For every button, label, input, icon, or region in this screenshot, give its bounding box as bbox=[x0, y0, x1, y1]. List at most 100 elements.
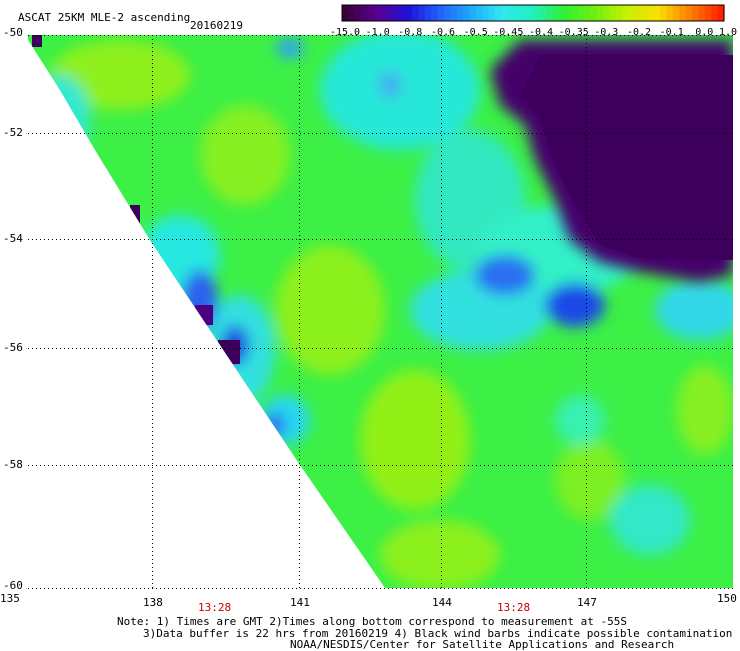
colorbar-label: -0.3 bbox=[594, 27, 618, 38]
colorbar-cell bbox=[603, 5, 610, 21]
colorbar-cell bbox=[482, 5, 490, 21]
colorbar-cell bbox=[513, 5, 521, 21]
colorbar-label: -0.45 bbox=[493, 27, 523, 38]
colorbar-label: -0.2 bbox=[627, 27, 651, 38]
colorbar-label: -0.8 bbox=[398, 27, 422, 38]
lat-label: -52 bbox=[3, 126, 23, 139]
time-label: 13:28 bbox=[198, 601, 232, 614]
colorbar: -15.0 -1.0 -0.8 -0.6 -0.5 -0.45 -0.4 -0.35 -0.3-… bbox=[330, 4, 737, 38]
colorbar-label: -0.5 bbox=[464, 27, 488, 38]
colorbar-label: -0.1 bbox=[660, 27, 684, 38]
colorbar-cell bbox=[348, 5, 356, 21]
colorbar-cell bbox=[609, 5, 617, 21]
colorbar-cell bbox=[685, 5, 693, 21]
colorbar-cell bbox=[641, 5, 649, 21]
colorbar-cell bbox=[367, 5, 375, 21]
lat-label: -56 bbox=[3, 341, 23, 354]
colorbar-cell bbox=[622, 5, 630, 21]
footer-credit: NOAA/NESDIS/Center for Satellite Applica… bbox=[290, 638, 675, 651]
colorbar-cell bbox=[437, 5, 445, 21]
footer-note-2: 3)Data buffer is 22 hrs from 20160219 4)… bbox=[143, 627, 733, 640]
colorbar-labels: -15.0 -1.0 -0.8 -0.6 -0.5 -0.45 -0.4 -0.35 -0.3-… bbox=[330, 27, 737, 38]
colorbar-cell bbox=[431, 5, 439, 21]
colorbar-cell bbox=[571, 5, 579, 21]
colorbar-cell bbox=[469, 5, 477, 21]
gridlines bbox=[28, 35, 733, 589]
footer-note-1: Note: 1) Times are GMT 2)Times along bot… bbox=[117, 615, 627, 628]
colorbar-cell bbox=[558, 5, 566, 21]
colorbar-cell bbox=[494, 5, 502, 21]
colorbar-cell bbox=[577, 5, 585, 21]
lat-label: -60 bbox=[3, 579, 23, 592]
lon-label: 144 bbox=[432, 596, 452, 609]
colorbar-cell bbox=[634, 5, 642, 21]
lat-label: -50 bbox=[3, 26, 23, 39]
product-date: 20160219 bbox=[190, 19, 243, 32]
colorbar-cell bbox=[342, 5, 349, 21]
colorbar-cell bbox=[583, 5, 591, 21]
low-value-core bbox=[520, 55, 733, 260]
edge-patch-2 bbox=[195, 305, 213, 325]
colorbar-cells bbox=[341, 4, 725, 22]
colorbar-cell bbox=[475, 5, 483, 21]
colorbar-label: -1.0 bbox=[366, 27, 390, 38]
colorbar-cell bbox=[443, 5, 451, 21]
time-label: 13:28 bbox=[497, 601, 531, 614]
colorbar-cell bbox=[501, 5, 509, 21]
colorbar-cell bbox=[717, 5, 725, 21]
colorbar-cell bbox=[653, 5, 661, 21]
colorbar-cell bbox=[392, 5, 400, 21]
colorbar-cell bbox=[520, 5, 528, 21]
colorbar-label: -0.6 bbox=[431, 27, 455, 38]
colorbar-cell bbox=[354, 5, 362, 21]
edge-patch-1 bbox=[218, 340, 240, 364]
colorbar-cell bbox=[564, 5, 572, 21]
colorbar-cell bbox=[507, 5, 515, 21]
colorbar-cell bbox=[456, 5, 464, 21]
colorbar-cell bbox=[462, 5, 470, 21]
colorbar-cell bbox=[647, 5, 655, 21]
colorbar-cell bbox=[361, 5, 369, 21]
colorbar-cell bbox=[526, 5, 534, 21]
lon-label: 150 bbox=[717, 592, 737, 605]
lat-label: -58 bbox=[3, 458, 23, 471]
colorbar-cell bbox=[698, 5, 706, 21]
edge-patch-4 bbox=[32, 35, 42, 47]
colorbar-cell bbox=[399, 5, 407, 21]
colorbar-cell bbox=[450, 5, 458, 21]
colorbar-label: -0.35 bbox=[559, 27, 589, 38]
colorbar-cell bbox=[533, 5, 540, 21]
wind-field bbox=[28, 35, 733, 588]
lat-label: -54 bbox=[3, 232, 23, 245]
colorbar-cell bbox=[673, 5, 681, 21]
colorbar-label: -0.4 bbox=[529, 27, 553, 38]
colorbar-cell bbox=[711, 5, 719, 21]
colorbar-cell bbox=[412, 5, 419, 21]
colorbar-cell bbox=[552, 5, 560, 21]
colorbar-cell bbox=[373, 5, 381, 21]
lon-label: 141 bbox=[290, 596, 310, 609]
lon-label: 135 bbox=[0, 592, 20, 605]
colorbar-cell bbox=[386, 5, 394, 21]
colorbar-cell bbox=[424, 5, 432, 21]
colorbar-cell bbox=[596, 5, 604, 21]
colorbar-cell bbox=[380, 5, 388, 21]
colorbar-cell bbox=[615, 5, 623, 21]
colorbar-cell bbox=[666, 5, 674, 21]
colorbar-label: 1.0 bbox=[719, 27, 737, 38]
lon-label: 147 bbox=[577, 596, 597, 609]
colorbar-cell bbox=[692, 5, 700, 21]
colorbar-cell bbox=[405, 5, 413, 21]
colorbar-border bbox=[341, 4, 725, 22]
colorbar-cell bbox=[539, 5, 547, 21]
colorbar-cell bbox=[660, 5, 668, 21]
colorbar-cell bbox=[590, 5, 598, 21]
colorbar-cell bbox=[704, 5, 712, 21]
colorbar-cell bbox=[488, 5, 496, 21]
colorbar-label: -15.0 bbox=[330, 27, 360, 38]
product-title: ASCAT 25KM MLE-2 ascending bbox=[18, 11, 191, 24]
lon-label: 138 bbox=[143, 596, 163, 609]
colorbar-label: 0.0 bbox=[695, 27, 713, 38]
